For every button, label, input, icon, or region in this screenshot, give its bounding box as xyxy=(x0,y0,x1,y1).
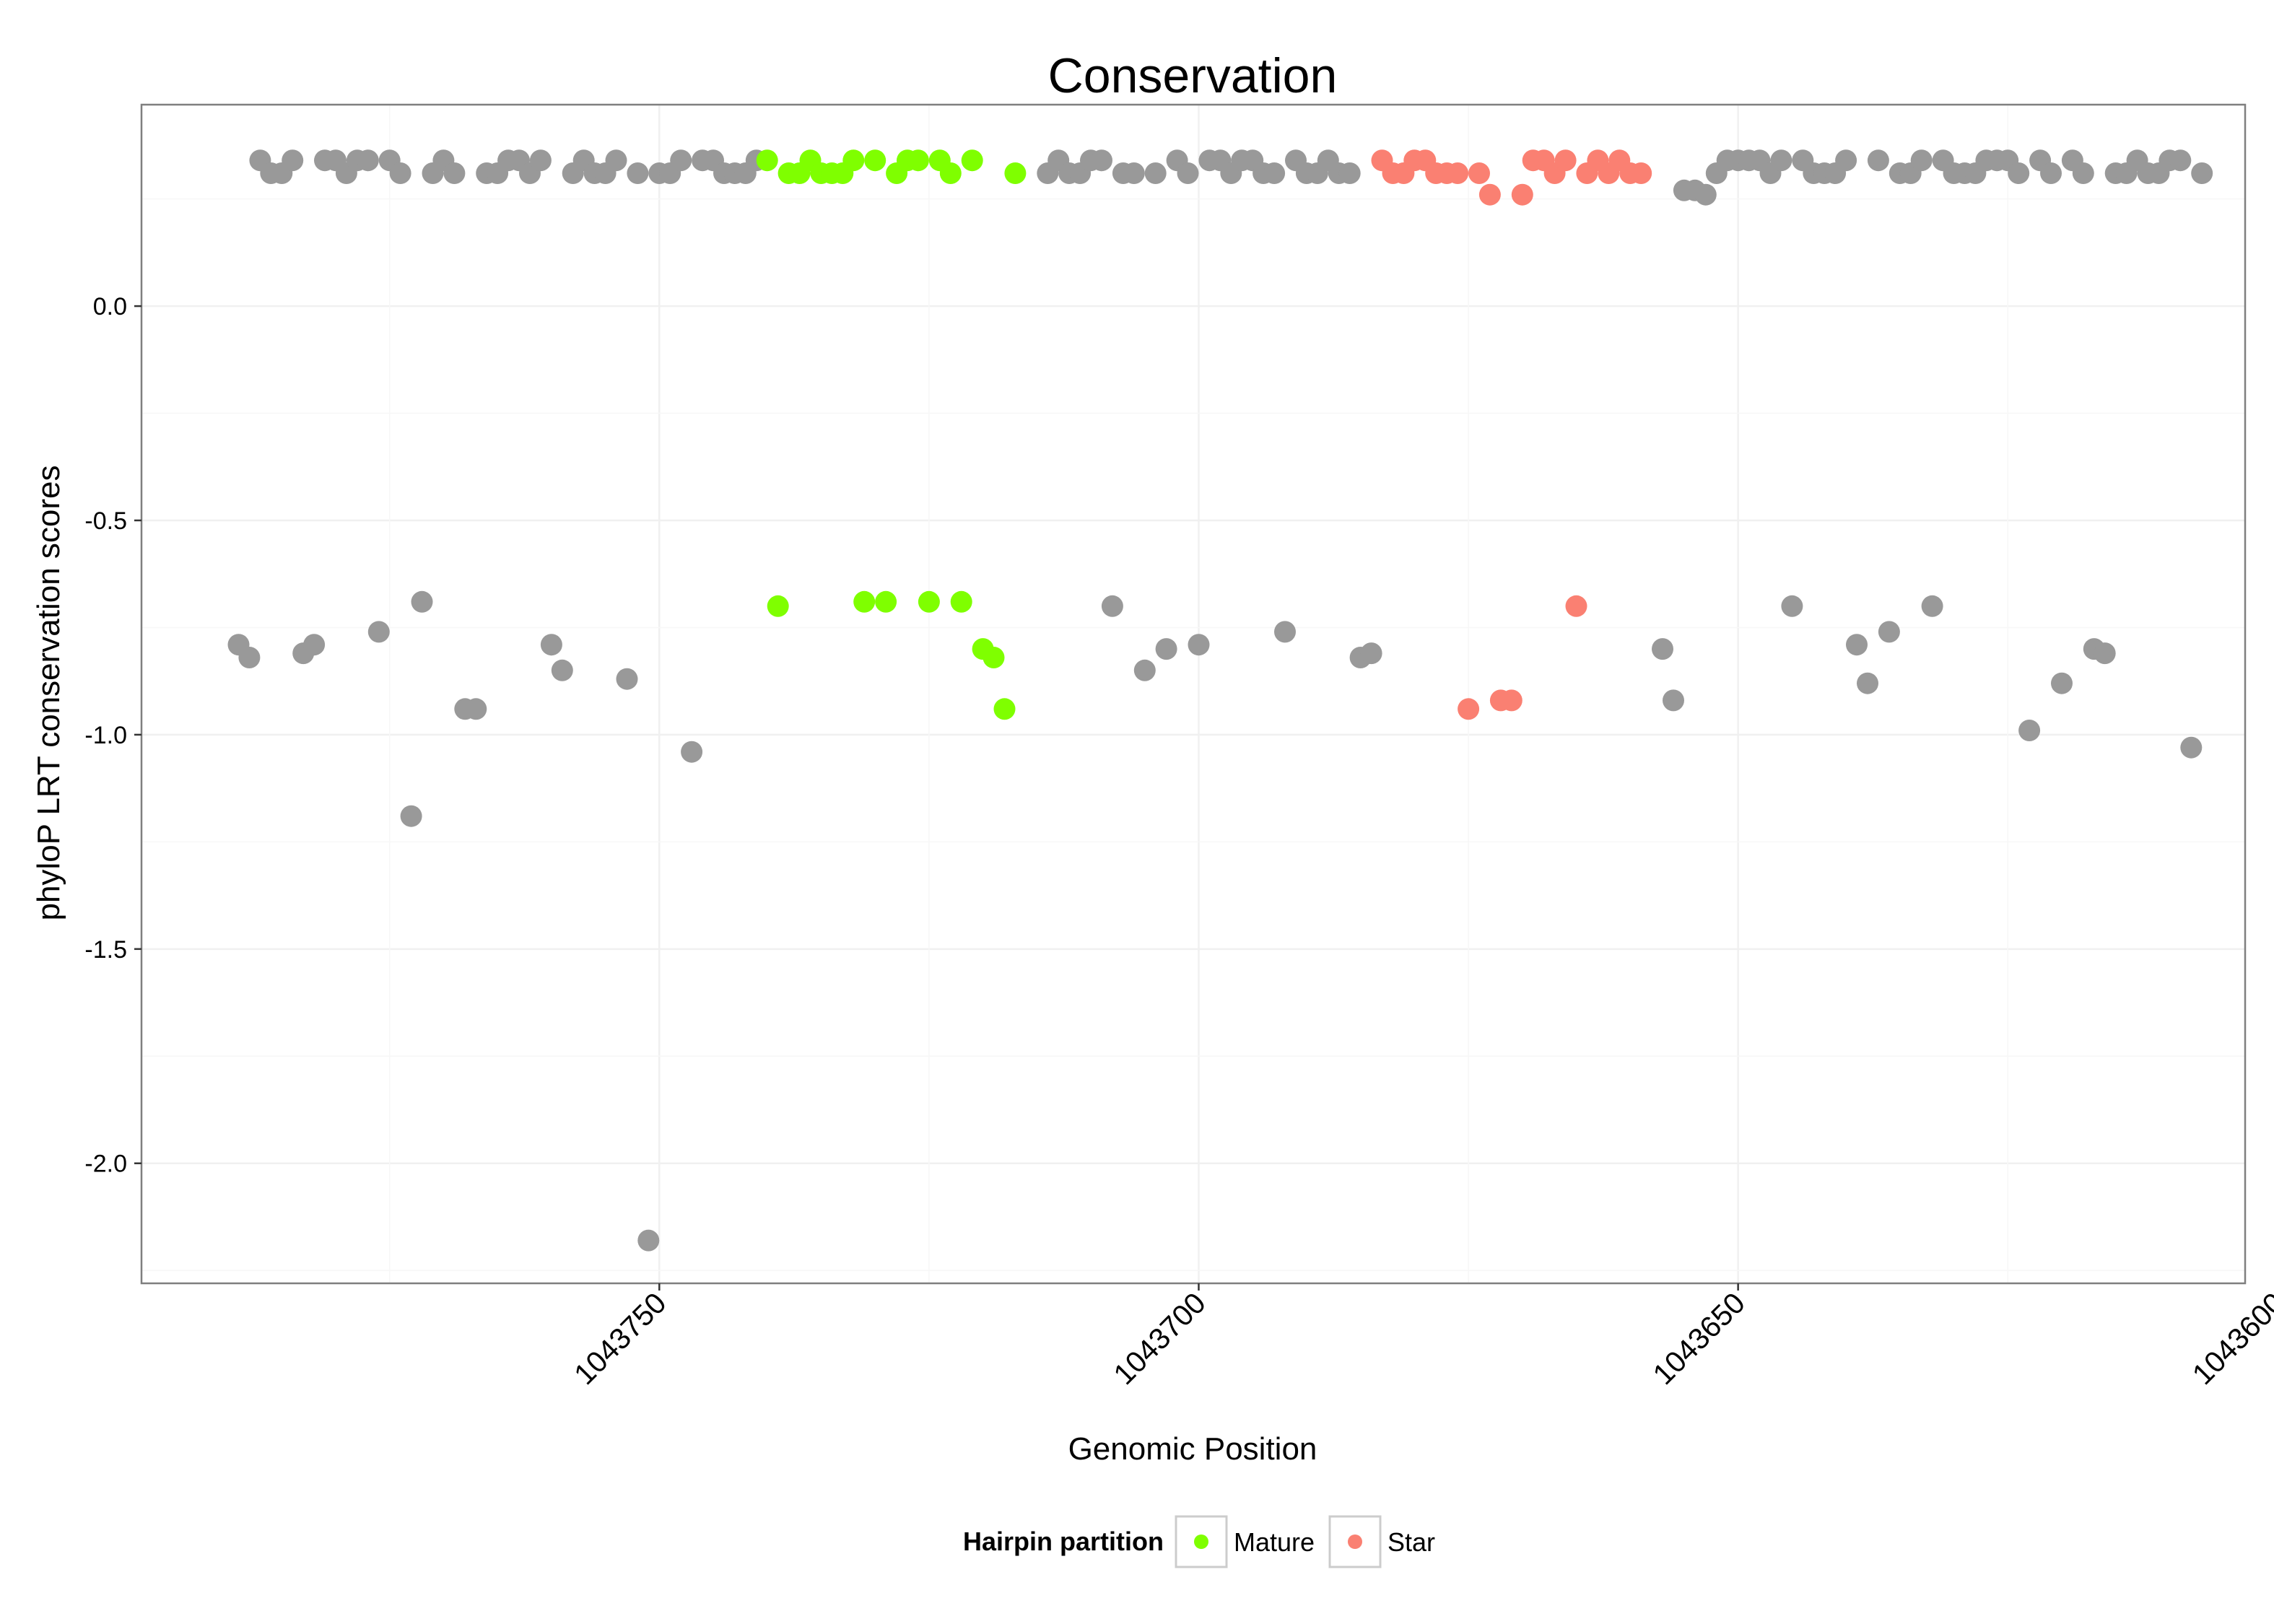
y-axis: 0.0 -0.5 -1.0 -1.5 -2.0 xyxy=(84,293,141,1178)
y-tick-label: -1.5 xyxy=(84,936,127,964)
data-point-mature xyxy=(907,149,929,172)
data-point-star xyxy=(1458,698,1480,720)
data-point-other xyxy=(1781,595,1803,617)
data-point-mature xyxy=(918,590,940,613)
data-point-star xyxy=(1500,689,1522,712)
data-point-other xyxy=(1910,149,1933,172)
data-point-other xyxy=(1770,149,1792,172)
data-point-other xyxy=(2051,672,2073,694)
legend-title: Hairpin partition xyxy=(963,1527,1164,1556)
data-point-other xyxy=(411,590,433,613)
data-point-star xyxy=(1511,183,1533,206)
data-point-other xyxy=(2180,736,2203,759)
data-point-other xyxy=(1663,689,1684,712)
data-point-other xyxy=(637,1229,660,1252)
data-point-star xyxy=(1468,162,1490,184)
data-point-other xyxy=(1694,183,1717,206)
data-point-other xyxy=(2008,162,2030,184)
legend-item-star: Star xyxy=(1328,1515,1435,1568)
data-point-other xyxy=(1274,621,1296,643)
data-point-other xyxy=(1133,659,1156,681)
data-point-other xyxy=(670,149,692,172)
plot-panel-border xyxy=(140,103,2247,1285)
data-point-other xyxy=(1123,162,1145,184)
data-point-other xyxy=(1338,162,1361,184)
data-point-other xyxy=(238,647,261,668)
data-point-mature xyxy=(853,590,876,613)
data-point-other xyxy=(1091,149,1112,172)
data-point-other xyxy=(1188,634,1210,656)
legend-marker-mature xyxy=(1194,1534,1208,1549)
data-point-other xyxy=(1846,634,1868,656)
data-point-other xyxy=(389,162,411,184)
legend-label-mature: Mature xyxy=(1234,1527,1315,1557)
data-point-other xyxy=(2072,162,2094,184)
data-point-other xyxy=(1263,162,1286,184)
data-point-mature xyxy=(842,149,865,172)
y-tick-label: 0.0 xyxy=(93,293,127,320)
data-point-mature xyxy=(1004,162,1027,184)
data-point-other xyxy=(540,634,562,656)
data-point-other xyxy=(616,668,638,690)
data-point-other xyxy=(2094,642,2116,665)
data-point-other xyxy=(1867,149,1889,172)
data-point-mature xyxy=(875,590,897,613)
legend-key-star xyxy=(1328,1515,1382,1568)
data-point-mature xyxy=(961,149,983,172)
data-point-other xyxy=(1878,621,1900,643)
data-point-mature xyxy=(864,149,886,172)
data-point-other xyxy=(1857,672,1878,694)
data-point-mature xyxy=(767,595,789,617)
data-point-other xyxy=(1652,638,1673,660)
data-point-mature xyxy=(993,698,1016,720)
data-point-star xyxy=(1554,149,1577,172)
legend: Hairpin partition Mature Star xyxy=(963,1515,1435,1568)
data-point-mature xyxy=(983,647,1005,668)
y-tick-label: -1.0 xyxy=(84,722,127,749)
data-point-other xyxy=(400,805,422,827)
data-point-other xyxy=(357,149,379,172)
data-point-other xyxy=(681,741,703,763)
data-point-other xyxy=(2018,720,2041,741)
chart-title: Conservation xyxy=(1048,48,1338,103)
data-point-other xyxy=(1101,595,1123,617)
legend-marker-star xyxy=(1348,1534,1362,1549)
y-tick-label: -2.0 xyxy=(84,1151,127,1178)
data-point-star xyxy=(1447,162,1469,184)
data-point-other xyxy=(282,149,304,172)
data-points xyxy=(227,149,2213,1252)
x-axis-title: Genomic Position xyxy=(1068,1431,1317,1467)
data-point-other xyxy=(465,698,487,720)
legend-label-star: Star xyxy=(1388,1527,1435,1557)
data-point-mature xyxy=(756,149,778,172)
data-point-mature xyxy=(939,162,962,184)
data-point-other xyxy=(1835,149,1857,172)
data-point-other xyxy=(2191,162,2213,184)
data-point-other xyxy=(2169,149,2192,172)
data-point-star xyxy=(1565,595,1587,617)
data-point-other xyxy=(443,162,466,184)
data-point-other xyxy=(2040,162,2062,184)
data-point-other xyxy=(551,659,573,681)
legend-item-mature: Mature xyxy=(1175,1515,1315,1568)
data-point-other xyxy=(1144,162,1167,184)
data-point-other xyxy=(303,634,326,656)
data-point-other xyxy=(529,149,552,172)
data-point-other xyxy=(367,621,390,643)
y-tick-label: -0.5 xyxy=(84,507,127,535)
data-point-other xyxy=(1921,595,1943,617)
data-point-mature xyxy=(950,590,972,613)
data-point-other xyxy=(1360,642,1382,665)
y-axis-title: phyloP LRT conservation scores xyxy=(31,465,66,920)
data-point-other xyxy=(605,149,627,172)
data-point-star xyxy=(1478,183,1501,206)
data-point-other xyxy=(1177,162,1199,184)
data-point-other xyxy=(1155,638,1177,660)
data-point-other xyxy=(627,162,649,184)
data-point-star xyxy=(1630,162,1652,184)
